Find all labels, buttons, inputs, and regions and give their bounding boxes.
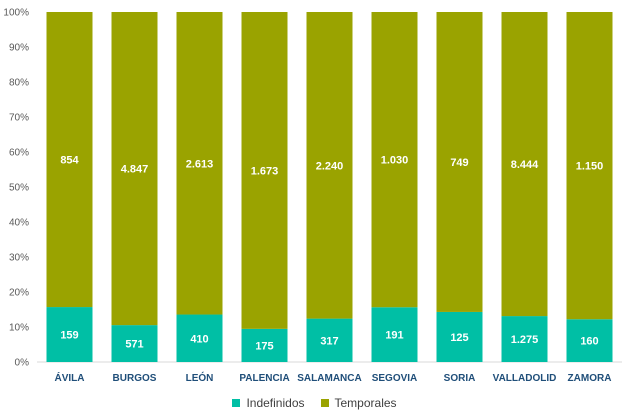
data-label: 175 [255, 340, 273, 352]
x-tick-label: ÁVILA [55, 371, 85, 384]
y-tick-label: 0% [15, 358, 30, 369]
bar-temporales-5 [371, 12, 418, 308]
data-label: 8.444 [511, 159, 539, 171]
bar-indefinidos-8 [566, 319, 613, 362]
y-tick-label: 70% [9, 113, 29, 124]
y-tick-label: 30% [9, 253, 29, 264]
bar-indefinidos-1 [111, 325, 158, 362]
x-tick-label: VALLADOLID [493, 373, 557, 384]
bar-indefinidos-5 [371, 307, 418, 362]
data-label: 2.613 [186, 158, 214, 170]
bar-temporales-4 [306, 12, 353, 319]
stacked-bar-chart: 0% 10% 20% 30% 40% 50% 60% 70% 80% 90% 100% 159 854… [3, 8, 622, 384]
data-label: 854 [60, 155, 79, 167]
data-label: 1.673 [251, 165, 279, 177]
bar-temporales-6 [436, 12, 483, 312]
data-label: 1.275 [511, 334, 539, 346]
data-label: 749 [450, 157, 468, 169]
bar-temporales-8 [566, 12, 613, 320]
x-tick-label: SALAMANCA [297, 373, 361, 384]
data-label: 125 [450, 332, 468, 344]
x-tick-label: ZAMORA [568, 373, 612, 384]
y-tick-label: 40% [9, 218, 29, 229]
y-tick-label: 20% [9, 288, 29, 299]
data-label: 4.847 [121, 164, 149, 176]
legend-label-indefinidos: Indefinidos [246, 396, 305, 410]
bar-temporales-7 [501, 12, 548, 317]
legend: Indefinidos Temporales [0, 396, 629, 410]
bar-indefinidos-3 [241, 328, 288, 362]
data-label: 317 [320, 335, 338, 347]
bar-temporales-3 [241, 12, 288, 329]
y-tick-label: 100% [3, 8, 29, 19]
x-tick-label: BURGOS [113, 373, 157, 384]
legend-label-temporales: Temporales [334, 396, 397, 410]
data-label: 1.030 [381, 155, 409, 167]
y-tick-label: 80% [9, 78, 29, 89]
data-label: 410 [190, 333, 208, 345]
data-label: 571 [125, 339, 143, 351]
legend-item-temporales: Temporales [320, 396, 397, 410]
x-tick-label: SEGOVIA [372, 373, 418, 384]
bar-indefinidos-4 [306, 318, 353, 362]
bars: 159 854 571 4.847 410 2.613 175 1.673 317 2.240 19… [46, 12, 613, 362]
bar-indefinidos-6 [436, 311, 483, 362]
legend-swatch-indefinidos [232, 399, 241, 407]
y-tick-label: 50% [9, 183, 29, 194]
bar-indefinidos-0 [46, 307, 93, 362]
bar-indefinidos-7 [501, 316, 548, 362]
bar-indefinidos-2 [176, 314, 223, 362]
x-tick-label: LEÓN [186, 371, 214, 384]
legend-item-indefinidos: Indefinidos [232, 396, 305, 410]
data-label: 1.150 [576, 161, 604, 173]
x-tick-label: SORIA [444, 373, 476, 384]
y-tick-label: 60% [9, 148, 29, 159]
legend-swatch-temporales [320, 399, 329, 407]
y-tick-label: 90% [9, 43, 29, 54]
x-axis: ÁVILA BURGOS LEÓN PALENCIA SALAMANCA SEGOVIA S… [55, 371, 612, 384]
y-tick-label: 10% [9, 323, 29, 334]
bar-temporales-0 [46, 12, 93, 308]
bar-temporales-1 [111, 12, 158, 326]
data-label: 2.240 [316, 160, 344, 172]
data-label: 160 [580, 336, 598, 348]
x-tick-label: PALENCIA [239, 373, 289, 384]
data-label: 191 [385, 330, 403, 342]
data-label: 159 [60, 330, 78, 342]
bar-temporales-2 [176, 12, 223, 315]
